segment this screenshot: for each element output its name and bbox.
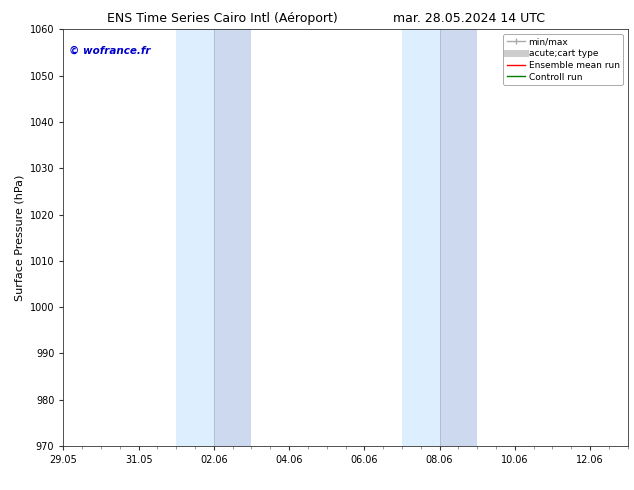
Bar — [439, 29, 477, 446]
Bar — [214, 29, 252, 446]
Bar — [176, 29, 214, 446]
Bar — [402, 29, 439, 446]
Y-axis label: Surface Pressure (hPa): Surface Pressure (hPa) — [14, 174, 24, 301]
Text: © wofrance.fr: © wofrance.fr — [69, 46, 150, 56]
Legend: min/max, acute;cart type, Ensemble mean run, Controll run: min/max, acute;cart type, Ensemble mean … — [503, 34, 623, 85]
Text: ENS Time Series Cairo Intl (Aéroport): ENS Time Series Cairo Intl (Aéroport) — [107, 12, 337, 25]
Text: mar. 28.05.2024 14 UTC: mar. 28.05.2024 14 UTC — [393, 12, 545, 25]
